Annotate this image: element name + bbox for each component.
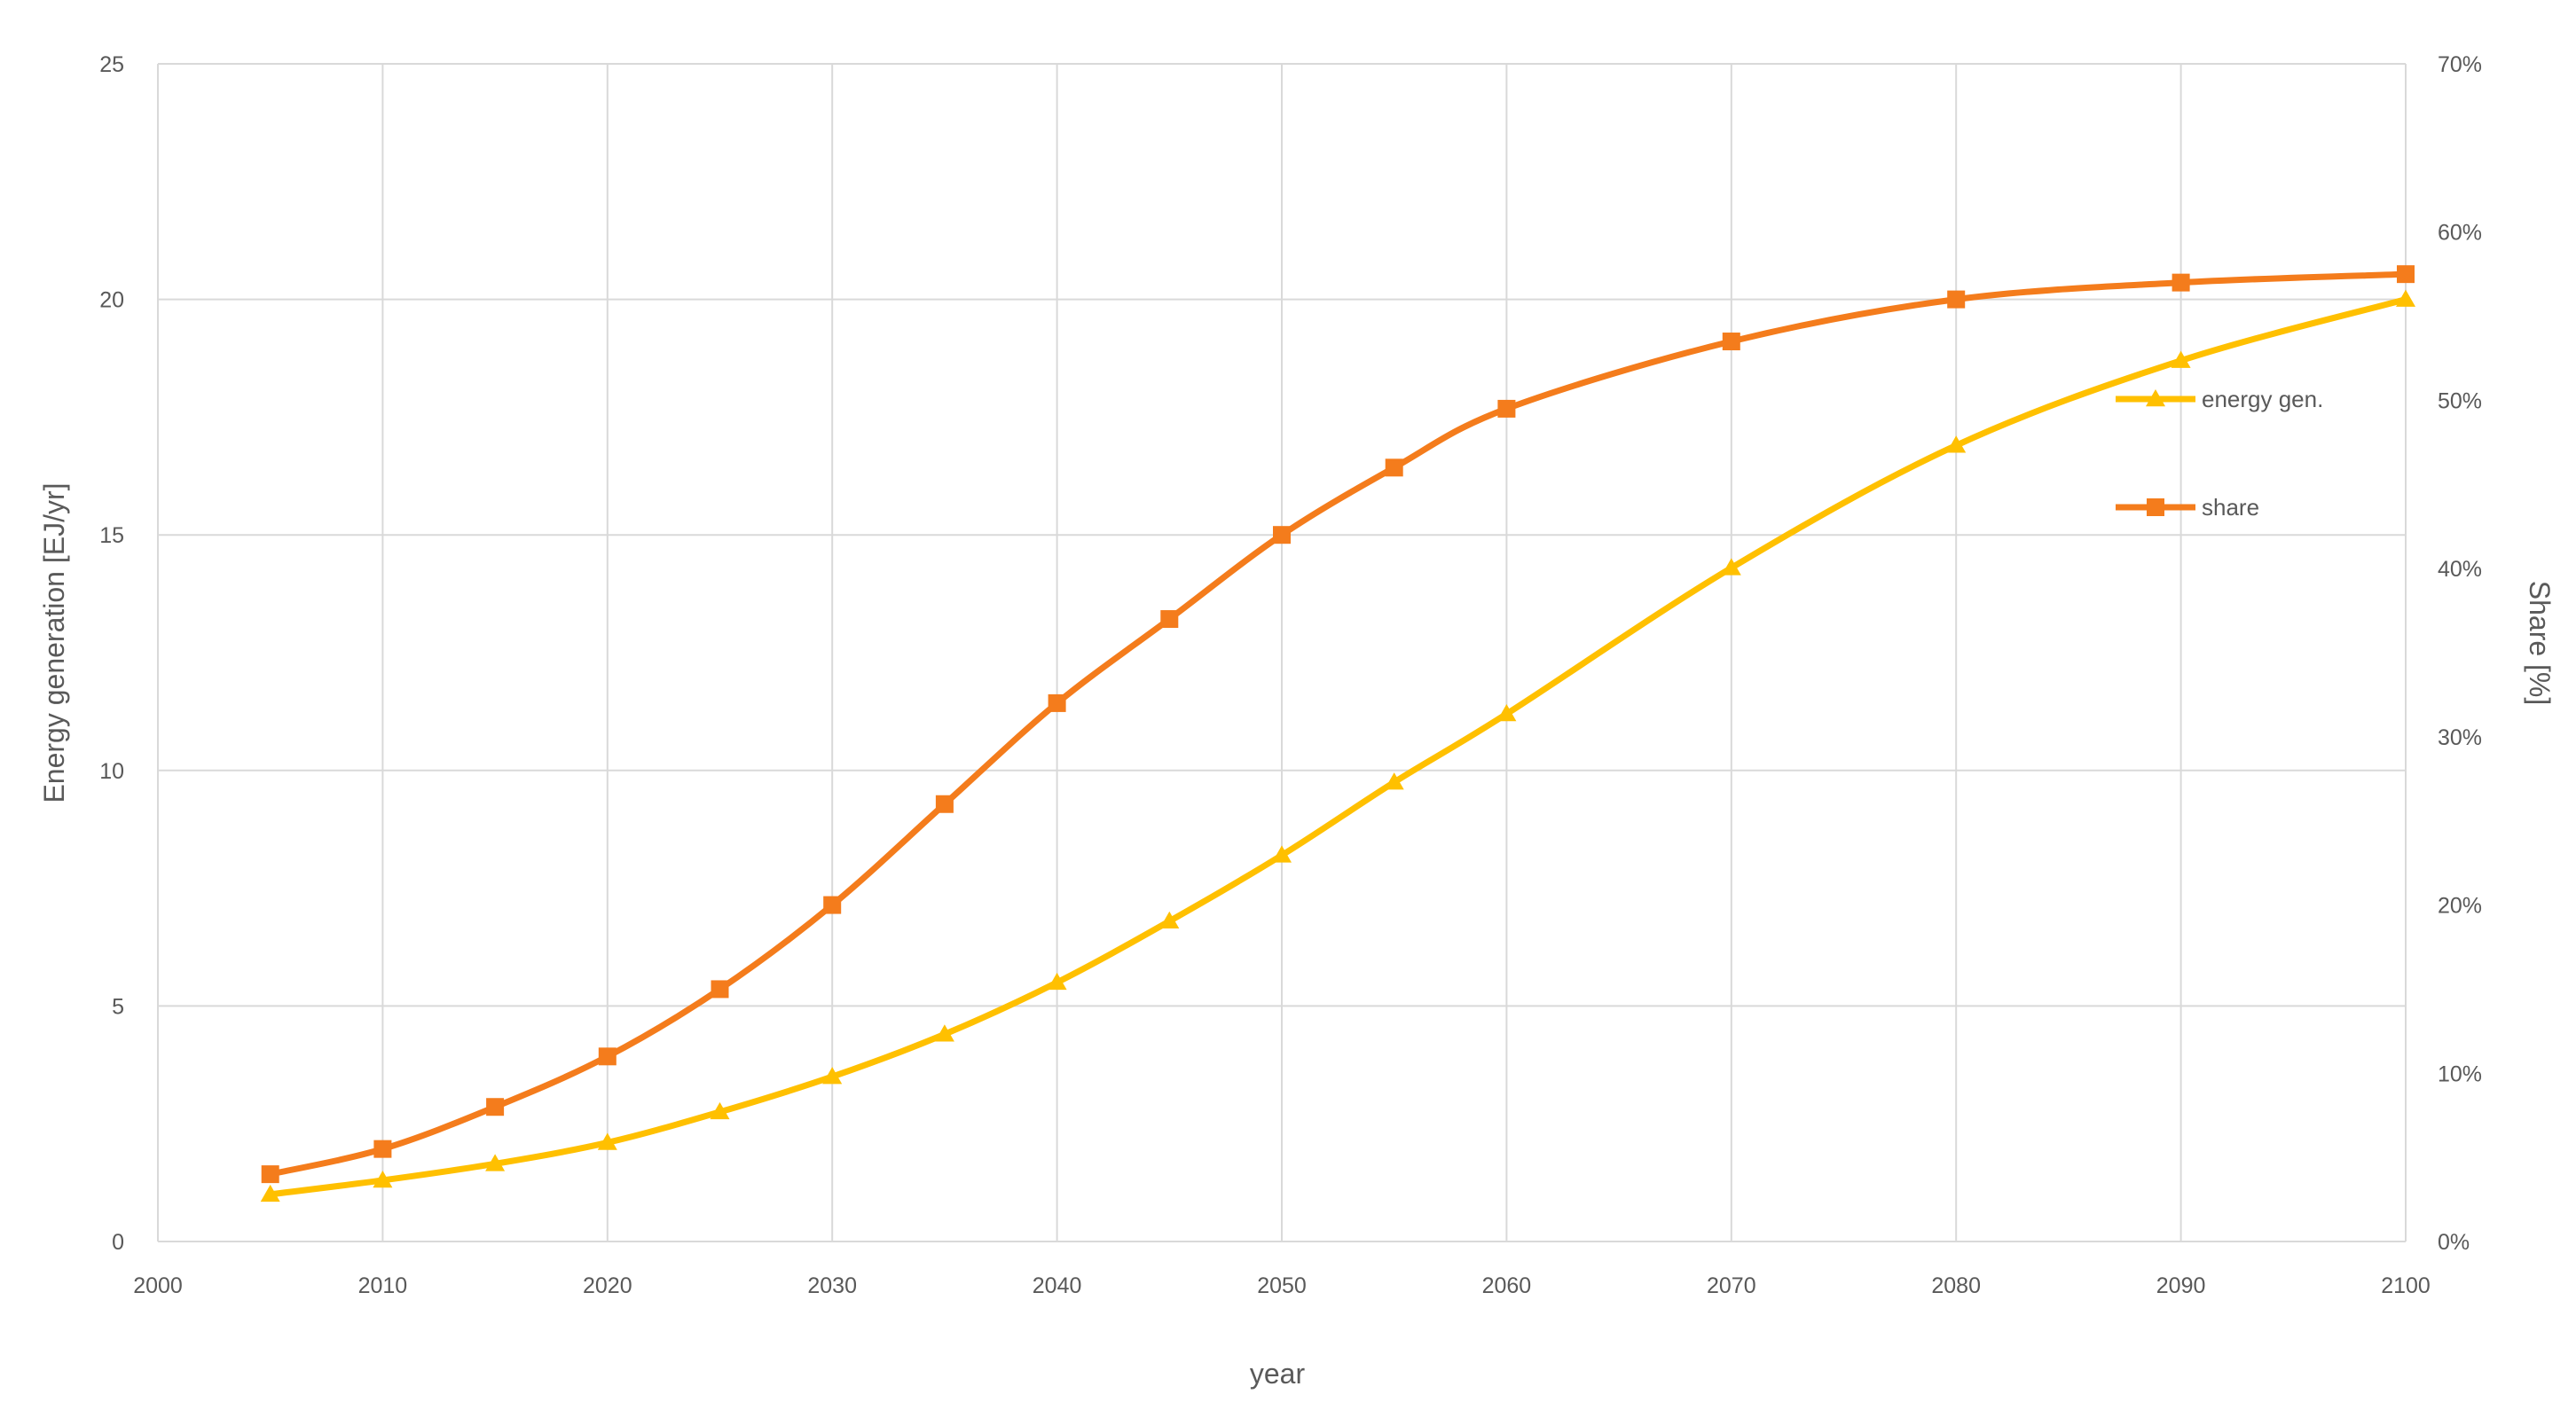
data-point-2080 [1947, 290, 1966, 309]
data-point-2025 [711, 980, 729, 999]
triangle-marker-icon [2146, 389, 2165, 407]
data-point-2055 [1384, 772, 1404, 790]
x-tick-label-5: 2050 [1257, 1273, 1307, 1298]
data-point-2020 [598, 1047, 617, 1066]
x-tick-label-3: 2030 [807, 1273, 857, 1298]
y2-tick-label-0: 0% [2438, 1230, 2470, 1255]
data-point-2100 [2396, 289, 2415, 307]
x-tick-label-7: 2070 [1707, 1273, 1756, 1298]
data-point-2035 [934, 1024, 954, 1042]
x-tick-label-10: 2100 [2381, 1273, 2431, 1298]
data-point-2030 [823, 896, 842, 914]
data-point-2020 [597, 1132, 617, 1150]
y-tick-label-3: 15 [99, 523, 124, 548]
data-point-2010 [373, 1140, 392, 1158]
data-point-2045 [1160, 610, 1179, 629]
data-point-2060 [1497, 399, 1516, 418]
y2-tick-label-2: 20% [2438, 894, 2482, 919]
y2-tick-label-4: 40% [2438, 557, 2482, 582]
square-marker-icon [2147, 498, 2164, 516]
y-tick-label-0: 0 [112, 1230, 124, 1255]
data-point-2090 [2171, 350, 2191, 368]
series-line [267, 296, 2409, 1198]
legend: energy gen. share [2116, 386, 2323, 521]
gridlines [157, 63, 2407, 1242]
y2-tick-label-7: 70% [2438, 52, 2482, 77]
data-point-2005 [260, 1184, 280, 1202]
series-share [261, 265, 2415, 1184]
legend-item-1: share [2116, 494, 2259, 521]
data-point-2040 [1048, 693, 1066, 712]
x-axis-ticks: 2000 2010 2020 2030 2040 2050 2060 2070 2080 2090… [133, 1273, 2431, 1298]
y2-tick-label-3: 30% [2438, 725, 2482, 750]
data-point-2045 [1159, 911, 1180, 929]
data-point-2050 [1273, 526, 1291, 544]
data-point-2025 [710, 1101, 730, 1120]
data-point-2060 [1496, 704, 1517, 722]
legend-label: energy gen. [2202, 386, 2323, 412]
x-tick-label-6: 2060 [1482, 1273, 1532, 1298]
series-energy-gen [260, 289, 2415, 1202]
data-point-2055 [1385, 458, 1403, 477]
y2-axis-title: Share [%] [2524, 581, 2556, 706]
x-tick-label-2: 2020 [583, 1273, 632, 1298]
y2-axis-ticks: 0% 10% 20% 30% 40% 50% 60% 70% [2438, 52, 2482, 1255]
data-point-2070 [1722, 333, 1740, 351]
x-tick-label-0: 2000 [133, 1273, 183, 1298]
data-point-2070 [1721, 558, 1741, 576]
data-point-2030 [822, 1067, 843, 1085]
data-point-2080 [1946, 435, 1967, 453]
y2-tick-label-6: 60% [2438, 221, 2482, 246]
data-point-2090 [2172, 273, 2190, 292]
y-tick-label-1: 5 [112, 994, 124, 1019]
data-point-2005 [261, 1165, 279, 1184]
legend-item-0: energy gen. [2116, 386, 2323, 412]
x-tick-label-8: 2080 [1931, 1273, 1981, 1298]
y-tick-label-4: 20 [99, 288, 124, 313]
data-point-2015 [485, 1154, 506, 1171]
data-point-2010 [373, 1170, 393, 1188]
y-axis-ticks: 0 5 10 15 20 25 [99, 52, 124, 1255]
x-tick-label-4: 2040 [1033, 1273, 1082, 1298]
y-tick-label-2: 10 [99, 759, 124, 784]
y2-tick-label-1: 10% [2438, 1061, 2482, 1086]
y2-tick-label-5: 50% [2438, 388, 2482, 413]
legend-label: share [2202, 494, 2259, 521]
x-axis-title: year [1250, 1358, 1306, 1390]
y-tick-label-5: 25 [99, 52, 124, 77]
x-tick-label-9: 2090 [2156, 1273, 2206, 1298]
series-layer [260, 265, 2415, 1202]
data-point-2100 [2397, 265, 2415, 284]
data-point-2035 [935, 795, 954, 813]
data-point-2015 [486, 1098, 505, 1116]
series-line [267, 270, 2409, 1178]
data-point-2040 [1047, 972, 1067, 991]
y-axis-title: Energy generation [EJ/yr] [38, 482, 70, 803]
data-point-2050 [1272, 845, 1292, 863]
x-tick-label-1: 2010 [358, 1273, 408, 1298]
